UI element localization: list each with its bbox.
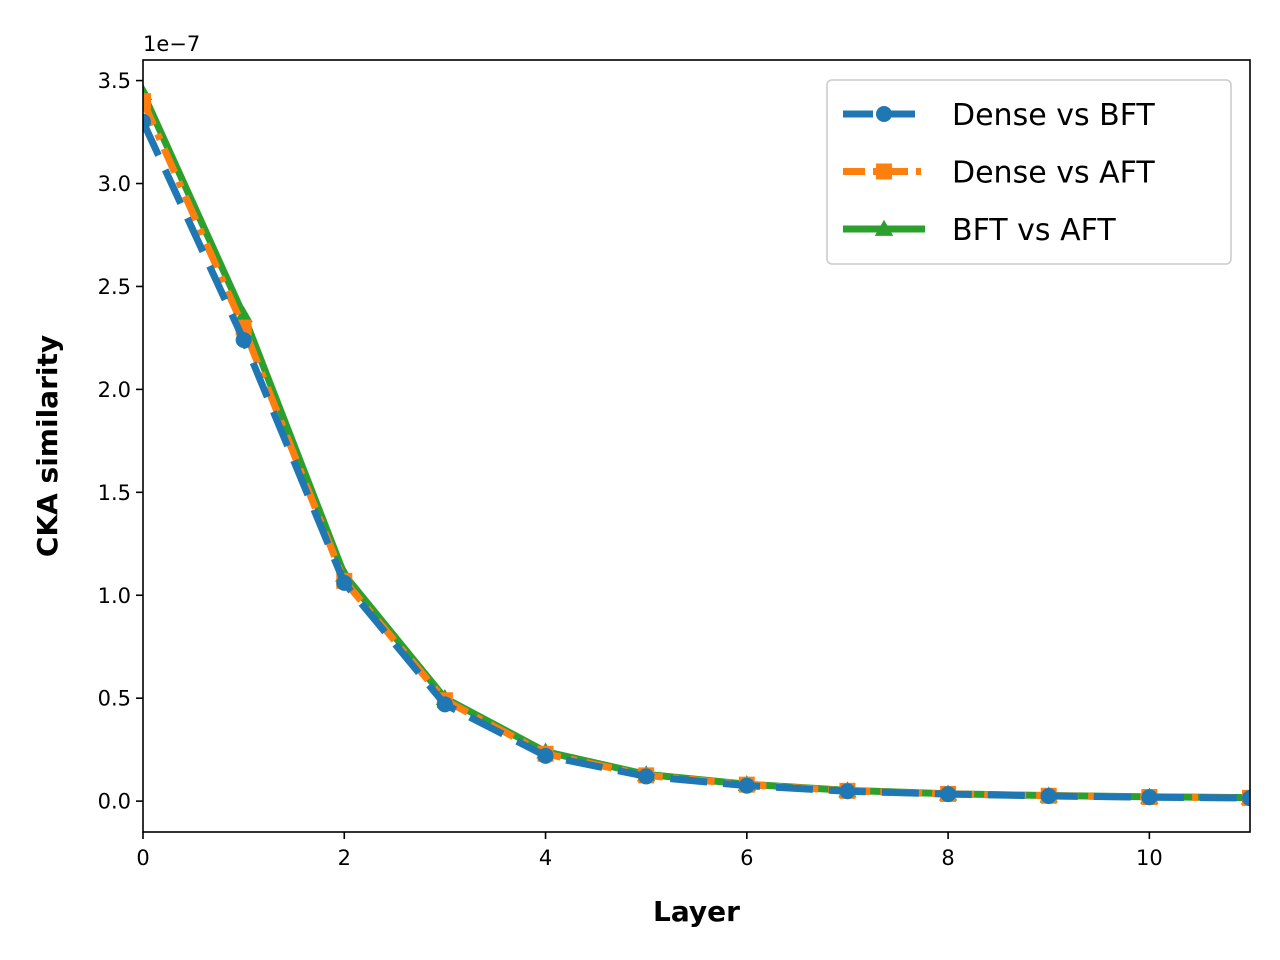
- x-axis: 0 2 4 6 8 10: [136, 832, 1163, 870]
- y-tick-label: 2.0: [98, 378, 131, 402]
- legend-label: BFT vs AFT: [952, 213, 1116, 248]
- y-tick-label: 2.5: [98, 275, 131, 299]
- data-point: [1141, 789, 1158, 806]
- plot-area-frame: [142, 59, 1251, 833]
- series-line: [143, 120, 1250, 802]
- data-point: [839, 783, 856, 800]
- legend-marker: [876, 106, 892, 122]
- y-tick-label: 0.0: [98, 790, 131, 814]
- legend-label: Dense vs BFT: [952, 98, 1155, 133]
- x-tick-label: 10: [1136, 846, 1163, 870]
- y-axis: 0.0 0.5 1.0 1.5 2.0 2.5 3.0 3.5: [98, 69, 143, 814]
- data-point: [336, 574, 353, 591]
- legend-label: Dense vs AFT: [952, 156, 1155, 191]
- x-tick-label: 6: [740, 846, 753, 870]
- series-layer: [143, 83, 1250, 807]
- data-point: [436, 696, 453, 713]
- data-point: [940, 786, 957, 803]
- data-point: [234, 306, 253, 323]
- legend-box: [826, 79, 1232, 265]
- y-tick-label: 1.0: [98, 584, 131, 608]
- x-tick-label: 0: [136, 846, 149, 870]
- y-tick-label: 3.0: [98, 172, 131, 196]
- y-tick-label: 1.5: [98, 481, 131, 505]
- data-point: [235, 331, 252, 348]
- y-axis-label: CKA similarity: [31, 335, 64, 557]
- x-axis-label: Layer: [653, 895, 740, 928]
- data-point: [537, 747, 554, 764]
- x-tick-label: 4: [539, 846, 552, 870]
- y-offset-label: 1e−7: [143, 32, 200, 56]
- y-tick-label: 0.5: [98, 687, 131, 711]
- data-point: [1040, 787, 1057, 804]
- x-tick-label: 2: [338, 846, 351, 870]
- legend-marker: [874, 219, 894, 236]
- data-point: [638, 768, 655, 785]
- legend-marker: [876, 163, 892, 180]
- legend: Dense vs BFT Dense vs AFT BFT vs AFT: [826, 79, 1232, 265]
- data-point: [738, 777, 755, 794]
- data-point: [143, 93, 151, 110]
- data-point: [1242, 790, 1250, 807]
- data-point: [143, 113, 151, 130]
- series-1: [143, 113, 1250, 807]
- y-tick-label: 3.5: [98, 69, 131, 93]
- x-tick-label: 8: [941, 846, 954, 870]
